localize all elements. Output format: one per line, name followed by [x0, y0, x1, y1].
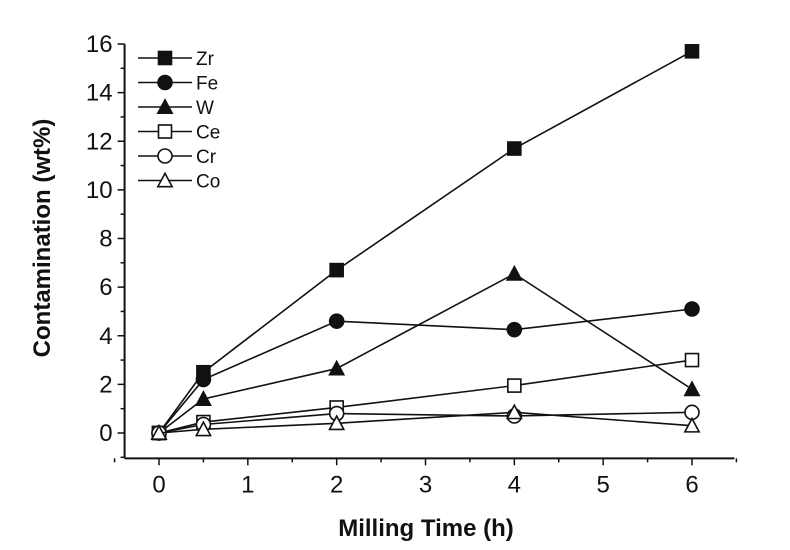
series-layer	[150, 43, 701, 441]
x-tick-label: 5	[596, 471, 609, 498]
data-point-zr	[329, 262, 344, 278]
legend-item-co: Co	[138, 172, 220, 193]
y-tick-label: 12	[86, 128, 113, 155]
x-tick-label: 1	[241, 471, 254, 498]
y-axis-title: Contamination (wt%)	[29, 119, 56, 358]
x-axis-title: Milling Time (h)	[338, 515, 514, 542]
series-line-zr	[158, 50, 693, 434]
series-line-w	[158, 272, 693, 434]
legend-marker-square	[157, 50, 173, 66]
legend-label: Co	[196, 172, 220, 193]
x-tick-label: 0	[152, 471, 165, 498]
y-tick-label: 14	[86, 80, 113, 107]
legend-marker-square	[157, 124, 173, 139]
x-tick-label: 4	[508, 471, 521, 498]
y-tick-label: 0	[99, 420, 112, 447]
series-line-cr	[158, 411, 693, 434]
x-tick-label: 2	[330, 471, 343, 498]
series-zr	[151, 43, 700, 441]
y-tick-label: 10	[86, 177, 113, 204]
legend-label: Fe	[196, 74, 218, 95]
data-point-co	[683, 416, 701, 433]
data-point-co	[328, 414, 346, 431]
data-point-w	[194, 390, 212, 406]
data-point-w	[505, 264, 523, 281]
data-point-w	[328, 359, 346, 376]
data-point-co	[150, 424, 168, 440]
legend-marker-triangle	[156, 171, 174, 188]
data-point-ce	[684, 352, 700, 368]
legend-label: Ce	[196, 123, 220, 144]
data-point-zr	[684, 43, 700, 59]
legend-label: Zr	[196, 49, 215, 70]
y-tick-label: 8	[99, 226, 112, 253]
x-tick-label: 6	[685, 471, 698, 498]
data-point-w	[683, 380, 701, 397]
data-point-ce	[507, 378, 522, 393]
data-point-fe	[684, 301, 700, 317]
y-tick-label: 2	[99, 371, 112, 398]
y-tick-label: 4	[99, 323, 112, 350]
legend-item-fe: Fe	[138, 74, 218, 95]
series-cr	[151, 404, 700, 441]
legend-marker-triangle	[156, 98, 174, 114]
y-tick-label: 16	[86, 31, 113, 58]
legend-item-ce: Ce	[138, 123, 220, 144]
legend-marker-circle	[157, 74, 173, 91]
legend-item-cr: Cr	[138, 147, 217, 168]
data-point-fe	[328, 313, 345, 329]
legend-item-w: W	[138, 98, 214, 119]
series-co	[150, 403, 701, 440]
data-point-fe	[195, 371, 212, 388]
y-tick-label: 6	[99, 274, 112, 301]
data-point-co	[194, 420, 212, 437]
legend: Zr Fe W Ce Cr Co	[138, 49, 220, 193]
data-point-co	[505, 403, 523, 420]
x-tick-label: 3	[419, 471, 432, 498]
legend-label: Cr	[196, 147, 217, 168]
data-point-zr	[507, 141, 522, 156]
legend-item-zr: Zr	[138, 49, 215, 70]
legend-marker-circle	[157, 148, 173, 164]
data-point-fe	[506, 321, 523, 338]
legend-label: W	[196, 98, 214, 119]
